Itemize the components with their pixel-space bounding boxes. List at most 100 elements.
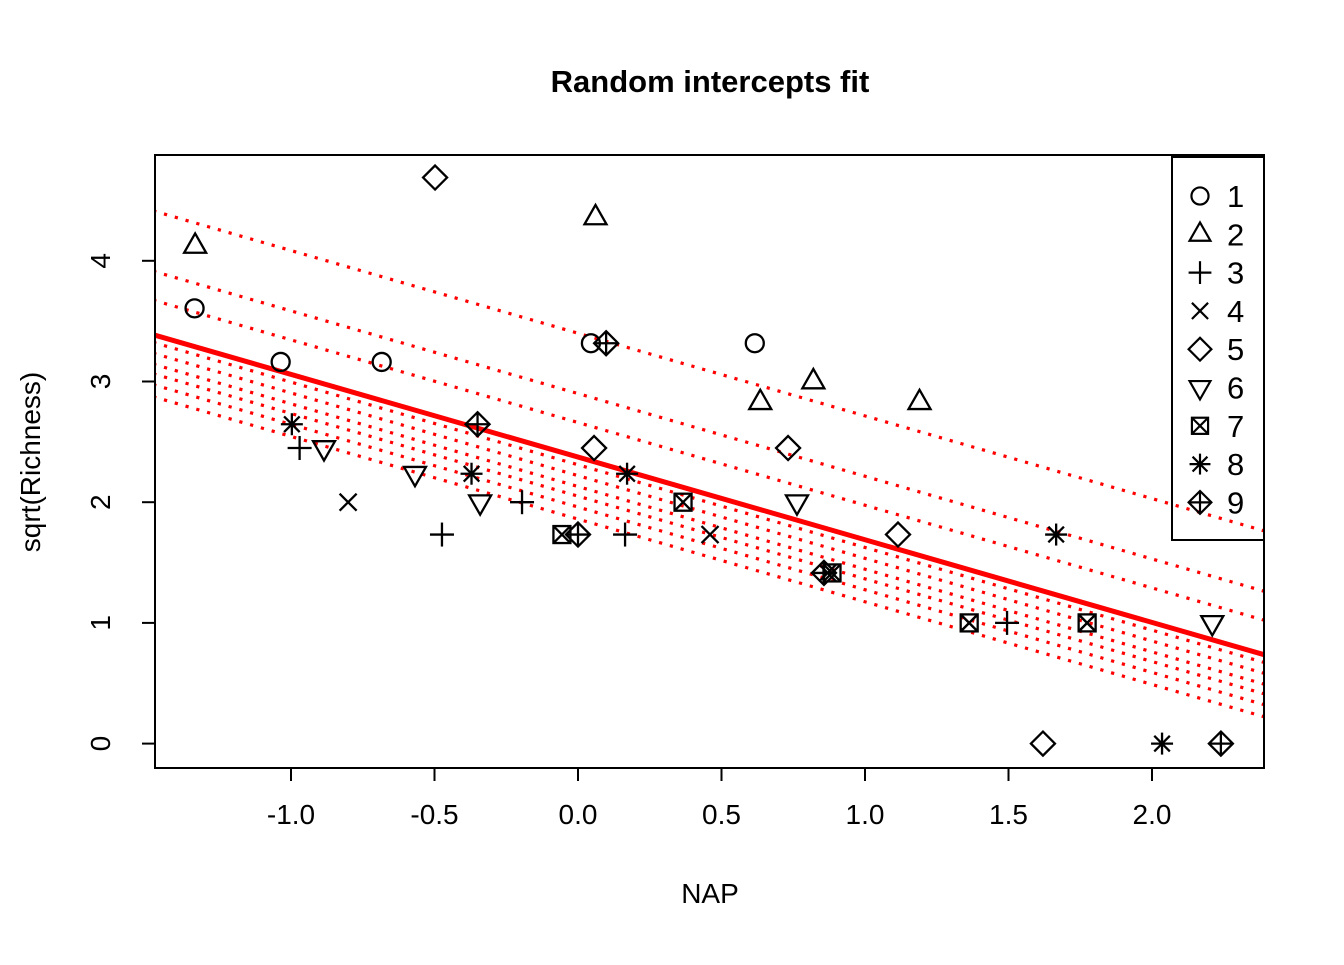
triangle-up-icon xyxy=(1187,220,1213,242)
legend-item: 4 xyxy=(1191,294,1244,329)
x-tick-label: 1.0 xyxy=(846,799,885,830)
fixed-effect-line xyxy=(156,332,1263,657)
point-group-2 xyxy=(747,387,774,411)
point-group-8 xyxy=(1045,523,1068,546)
legend-label: 3 xyxy=(1227,256,1244,291)
y-tick-label: 2 xyxy=(85,494,116,510)
plot-border xyxy=(154,154,1265,769)
x-tick-label: 2.0 xyxy=(1133,799,1172,830)
legend-item: 9 xyxy=(1187,485,1244,520)
legend-label: 7 xyxy=(1227,409,1244,444)
square-cross-icon xyxy=(1190,416,1210,435)
point-group-8 xyxy=(460,462,483,485)
y-axis: 0 1 2 3 4 xyxy=(85,253,155,751)
legend-box xyxy=(1171,156,1265,541)
legend-label: 8 xyxy=(1227,447,1244,482)
point-group-5 xyxy=(421,163,449,192)
y-tick-label: 4 xyxy=(85,253,116,269)
point-group-1 xyxy=(270,351,291,373)
point-group-5 xyxy=(884,520,912,549)
point-group-3 xyxy=(429,522,454,547)
point-group-2 xyxy=(582,202,609,226)
point-group-1 xyxy=(371,351,392,373)
y-tick-label: 1 xyxy=(85,615,116,631)
random-intercept-line xyxy=(156,363,1263,686)
legend-item: 8 xyxy=(1189,447,1244,482)
circle-icon xyxy=(1190,186,1210,206)
point-group-3 xyxy=(613,522,638,547)
point-group-8 xyxy=(616,462,639,485)
point-group-8 xyxy=(1151,732,1174,755)
point-group-7 xyxy=(673,492,693,512)
point-group-9 xyxy=(463,410,492,438)
point-group-6 xyxy=(402,465,428,489)
legend-item: 2 xyxy=(1187,217,1244,252)
point-group-1 xyxy=(184,298,205,319)
point-group-6 xyxy=(467,494,494,518)
legend-item: 7 xyxy=(1190,409,1244,444)
diamond-plus-icon xyxy=(1187,489,1213,516)
x-tick-label: 1.5 xyxy=(989,799,1028,830)
legend-item: 1 xyxy=(1190,179,1244,214)
point-group-9 xyxy=(564,520,592,549)
legend-label: 9 xyxy=(1227,485,1244,520)
point-group-6 xyxy=(1199,614,1226,638)
y-tick-label: 3 xyxy=(85,374,116,390)
legend-item: 5 xyxy=(1187,332,1244,367)
random-intercept-line xyxy=(156,395,1263,719)
random-intercept-line xyxy=(156,270,1263,593)
diamond-icon xyxy=(1187,336,1213,363)
random-intercept-line xyxy=(156,209,1263,533)
random-intercept-line xyxy=(156,383,1263,707)
x-tick-label: 0.5 xyxy=(702,799,741,830)
legend-item: 3 xyxy=(1188,256,1244,291)
point-group-5 xyxy=(1029,729,1057,758)
data-points xyxy=(182,163,1235,758)
random-intercept-line xyxy=(156,341,1263,664)
legend-label: 2 xyxy=(1227,217,1244,252)
point-group-2 xyxy=(800,366,827,390)
point-group-4 xyxy=(700,525,720,544)
point-group-3 xyxy=(287,436,312,461)
point-group-9 xyxy=(1207,729,1235,758)
point-group-2 xyxy=(182,231,209,254)
point-group-9 xyxy=(810,559,838,587)
point-group-5 xyxy=(774,434,802,462)
x-tick-label: -0.5 xyxy=(410,799,458,830)
y-axis-label: sqrt(Richness) xyxy=(15,372,46,552)
point-group-8 xyxy=(280,413,303,436)
point-group-7 xyxy=(1077,613,1097,633)
point-group-4 xyxy=(338,492,358,512)
plot-title: Random intercepts fit xyxy=(551,64,870,99)
legend-label: 5 xyxy=(1227,332,1244,367)
legend-item: 6 xyxy=(1187,371,1244,406)
x-axis: -1.0 -0.5 0.0 0.5 1.0 1.5 2.0 xyxy=(267,768,1172,830)
x-tick-label: 0.0 xyxy=(559,799,598,830)
point-group-1 xyxy=(744,333,765,354)
point-group-6 xyxy=(311,440,337,463)
point-group-2 xyxy=(906,387,933,411)
legend-label: 1 xyxy=(1227,179,1244,214)
point-group-6 xyxy=(784,494,810,518)
legend-label: 6 xyxy=(1227,371,1244,406)
random-intercept-line xyxy=(156,352,1263,675)
triangle-down-icon xyxy=(1187,379,1213,402)
cross-icon xyxy=(1191,302,1209,320)
point-group-5 xyxy=(580,434,608,462)
y-tick-label: 0 xyxy=(85,736,116,752)
plus-icon xyxy=(1188,261,1212,285)
x-axis-label: NAP xyxy=(681,878,739,909)
x-tick-label: -1.0 xyxy=(267,799,315,830)
legend-label: 4 xyxy=(1227,294,1244,329)
fit-lines xyxy=(156,209,1263,719)
point-group-3 xyxy=(995,610,1020,635)
random-intercept-line xyxy=(156,372,1263,696)
random-intercept-line xyxy=(156,299,1263,622)
point-group-7 xyxy=(959,613,979,633)
point-group-3 xyxy=(510,490,535,515)
asterisk-icon xyxy=(1189,453,1211,475)
point-group-9 xyxy=(592,329,620,357)
